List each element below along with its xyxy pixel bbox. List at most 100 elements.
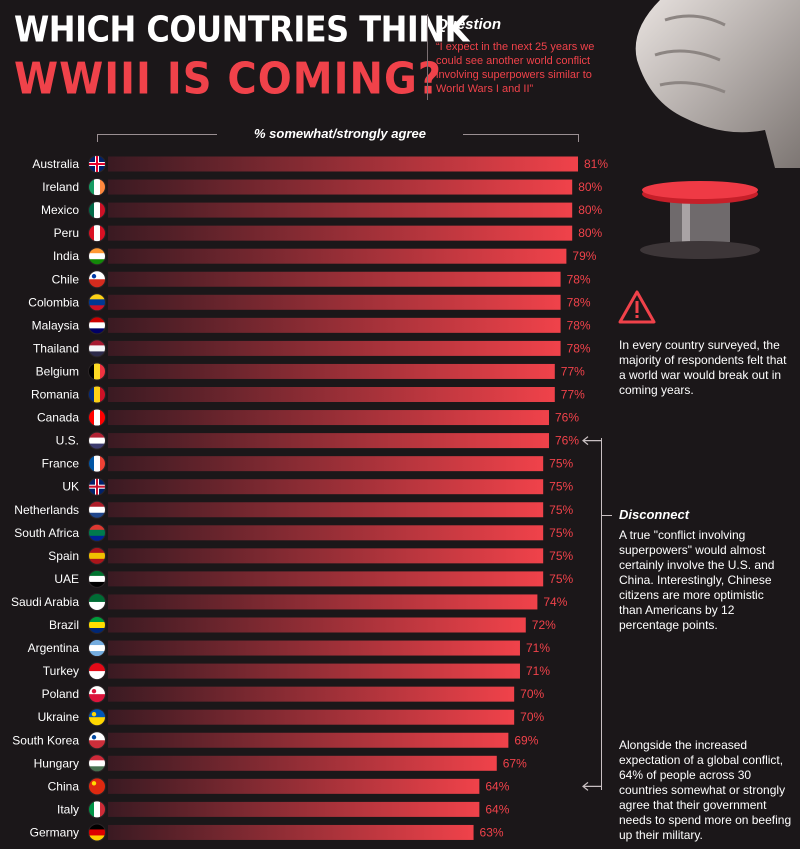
bar — [108, 663, 520, 679]
category-label: Chile — [52, 272, 80, 286]
bar — [108, 387, 555, 402]
connector-branch — [601, 515, 612, 516]
category-label: South Korea — [12, 733, 79, 747]
bar — [108, 525, 544, 541]
value-label: 77% — [561, 364, 585, 378]
flag-icon — [88, 685, 106, 704]
bar — [108, 410, 549, 426]
category-label: UAE — [54, 572, 79, 586]
flag-icon — [88, 754, 106, 773]
value-label: 78% — [567, 341, 591, 355]
flag-icon — [88, 777, 106, 796]
flag-icon — [88, 500, 106, 519]
flag-icon — [88, 270, 106, 289]
connector-arrow — [582, 781, 601, 791]
category-label: Malaysia — [32, 318, 80, 332]
flag-icon — [88, 546, 106, 565]
value-label: 75% — [549, 549, 573, 563]
flag-icon — [88, 731, 106, 750]
flag-icon — [88, 178, 106, 197]
question-divider — [427, 14, 428, 100]
category-label: UK — [62, 480, 79, 494]
value-label: 80% — [578, 180, 602, 194]
warning-callout-text: In every country surveyed, the majority … — [619, 338, 787, 397]
bar — [108, 248, 567, 264]
value-label: 76% — [555, 411, 579, 425]
value-label: 74% — [543, 595, 567, 609]
value-label: 71% — [526, 664, 550, 678]
bar — [108, 363, 555, 379]
question-text: “I expect in the next 25 years we could … — [436, 41, 595, 95]
red-button-icon — [640, 181, 760, 259]
value-label: 78% — [567, 295, 591, 309]
flag-icon — [88, 454, 106, 473]
value-label: 70% — [520, 710, 544, 724]
flag-icon — [88, 800, 106, 819]
warning-icon — [618, 290, 656, 324]
value-label: 78% — [567, 318, 591, 332]
flag-icon — [88, 224, 106, 243]
value-label: 80% — [578, 226, 602, 240]
bar — [108, 179, 573, 195]
value-label: 64% — [485, 802, 509, 816]
bar — [108, 225, 573, 241]
flag-icon — [88, 639, 106, 658]
bar — [108, 640, 520, 656]
bar — [108, 755, 497, 771]
fist-icon — [635, 0, 800, 168]
flag-icon — [88, 293, 106, 312]
axis-title-tick-right — [578, 134, 579, 142]
bar — [108, 340, 561, 356]
flag-icon — [88, 362, 106, 381]
bar — [108, 156, 578, 172]
flag-icon — [88, 569, 106, 588]
bar — [108, 801, 480, 817]
category-label: Turkey — [43, 664, 79, 678]
category-label: Italy — [57, 802, 79, 816]
bar — [108, 778, 480, 794]
value-label: 67% — [503, 756, 527, 770]
bar — [108, 502, 544, 518]
value-label: 78% — [567, 272, 591, 286]
flag-icon — [88, 247, 106, 266]
category-label: France — [42, 457, 80, 471]
category-label: Mexico — [41, 203, 79, 217]
bar — [108, 271, 561, 287]
bar — [108, 824, 474, 840]
value-label: 79% — [572, 249, 596, 263]
axis-title-rule-right — [463, 134, 579, 135]
value-label: 77% — [561, 388, 585, 402]
bar — [108, 732, 509, 748]
flag-icon — [88, 316, 106, 335]
value-label: 81% — [584, 157, 608, 171]
bar — [108, 433, 549, 449]
flag-icon — [88, 708, 106, 727]
value-label: 64% — [485, 779, 509, 793]
category-label: Saudi Arabia — [11, 595, 79, 609]
bar — [108, 594, 538, 610]
flag-icon — [88, 431, 106, 450]
flag-icon — [88, 523, 106, 542]
axis-title-tick-left — [97, 134, 98, 142]
bar — [108, 686, 515, 702]
value-label: 75% — [549, 457, 573, 471]
value-label: 75% — [549, 480, 573, 494]
title-line-1: WHICH COUNTRIES THINK — [14, 8, 469, 51]
value-label: 72% — [532, 618, 556, 632]
category-label: Colombia — [28, 295, 79, 309]
bar — [108, 617, 526, 633]
flag-icon — [88, 662, 106, 681]
category-label: India — [53, 249, 79, 263]
disconnect-text: A true "conflict involving superpowers" … — [619, 528, 775, 632]
category-label: China — [48, 779, 80, 793]
connector-arrow — [582, 436, 601, 446]
value-label: 69% — [514, 733, 538, 747]
value-label: 75% — [549, 572, 573, 586]
category-label: Poland — [42, 687, 79, 701]
bar — [108, 548, 544, 564]
bar — [108, 479, 544, 495]
axis-title-rule-left — [97, 134, 217, 135]
category-label: Thailand — [33, 341, 79, 355]
flag-icon — [88, 477, 106, 496]
